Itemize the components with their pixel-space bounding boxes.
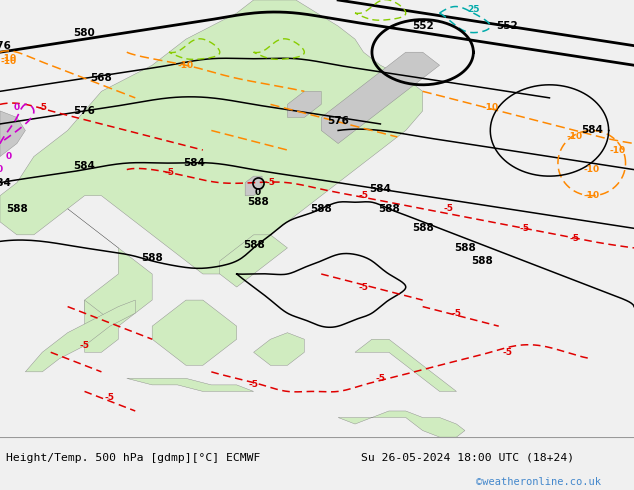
Text: 576: 576 xyxy=(74,106,96,116)
Text: -5: -5 xyxy=(249,380,259,390)
Text: -10: -10 xyxy=(584,191,600,200)
Text: -5: -5 xyxy=(358,283,368,292)
Text: 588: 588 xyxy=(378,204,399,214)
Polygon shape xyxy=(25,300,135,372)
Polygon shape xyxy=(0,0,423,274)
Text: -5: -5 xyxy=(79,341,89,350)
Text: -5: -5 xyxy=(164,169,174,177)
Text: Su 26-05-2024 18:00 UTC (18+24): Su 26-05-2024 18:00 UTC (18+24) xyxy=(361,453,574,463)
Text: 588: 588 xyxy=(454,243,476,253)
Text: -5: -5 xyxy=(375,374,385,383)
Text: 588: 588 xyxy=(247,197,269,207)
Text: 584: 584 xyxy=(0,178,11,188)
Text: 588: 588 xyxy=(311,204,332,214)
Text: 584: 584 xyxy=(74,161,96,172)
Text: -10: -10 xyxy=(482,103,498,112)
Polygon shape xyxy=(245,176,262,196)
Polygon shape xyxy=(220,235,287,287)
Text: -10: -10 xyxy=(1,57,16,67)
Text: 588: 588 xyxy=(141,253,163,263)
Text: -5: -5 xyxy=(443,204,453,213)
Text: 584: 584 xyxy=(370,184,391,194)
Polygon shape xyxy=(127,378,254,392)
Polygon shape xyxy=(68,209,152,326)
Polygon shape xyxy=(84,300,119,352)
Text: -5: -5 xyxy=(37,103,48,112)
Text: 552: 552 xyxy=(496,21,518,31)
Text: 588: 588 xyxy=(6,204,28,214)
Text: 584: 584 xyxy=(581,125,603,135)
Text: 576: 576 xyxy=(327,116,349,126)
Text: -5: -5 xyxy=(105,393,115,402)
Polygon shape xyxy=(355,339,456,392)
Text: -5: -5 xyxy=(570,234,580,243)
Polygon shape xyxy=(321,52,439,144)
Text: 584: 584 xyxy=(183,158,205,168)
Text: 568: 568 xyxy=(91,74,112,83)
Text: -10: -10 xyxy=(584,165,600,174)
Text: ©weatheronline.co.uk: ©weatheronline.co.uk xyxy=(476,477,600,488)
Polygon shape xyxy=(338,411,465,437)
Text: -5: -5 xyxy=(451,309,462,318)
Text: 552: 552 xyxy=(412,21,434,31)
Polygon shape xyxy=(0,111,25,157)
Text: -5: -5 xyxy=(358,191,368,200)
Text: 588: 588 xyxy=(471,256,493,266)
Text: Height/Temp. 500 hPa [gdmp][°C] ECMWF: Height/Temp. 500 hPa [gdmp][°C] ECMWF xyxy=(6,453,261,463)
Polygon shape xyxy=(287,91,321,118)
Text: 588: 588 xyxy=(412,223,434,233)
Text: -10: -10 xyxy=(1,54,16,63)
Text: -10: -10 xyxy=(609,146,625,154)
Text: -5: -5 xyxy=(266,178,276,187)
Text: 25: 25 xyxy=(467,5,480,14)
Text: 580: 580 xyxy=(74,27,95,38)
Text: -5: -5 xyxy=(519,224,529,233)
Text: 0: 0 xyxy=(255,188,261,197)
Text: -10: -10 xyxy=(178,61,194,70)
Text: 0: 0 xyxy=(0,165,3,174)
Text: -5: -5 xyxy=(502,348,512,357)
Polygon shape xyxy=(254,333,304,366)
Text: 0: 0 xyxy=(6,152,11,161)
Text: 588: 588 xyxy=(243,240,264,249)
Text: 576: 576 xyxy=(0,41,11,50)
Text: -10: -10 xyxy=(567,132,583,142)
Polygon shape xyxy=(152,300,236,366)
Text: 0: 0 xyxy=(14,103,20,112)
